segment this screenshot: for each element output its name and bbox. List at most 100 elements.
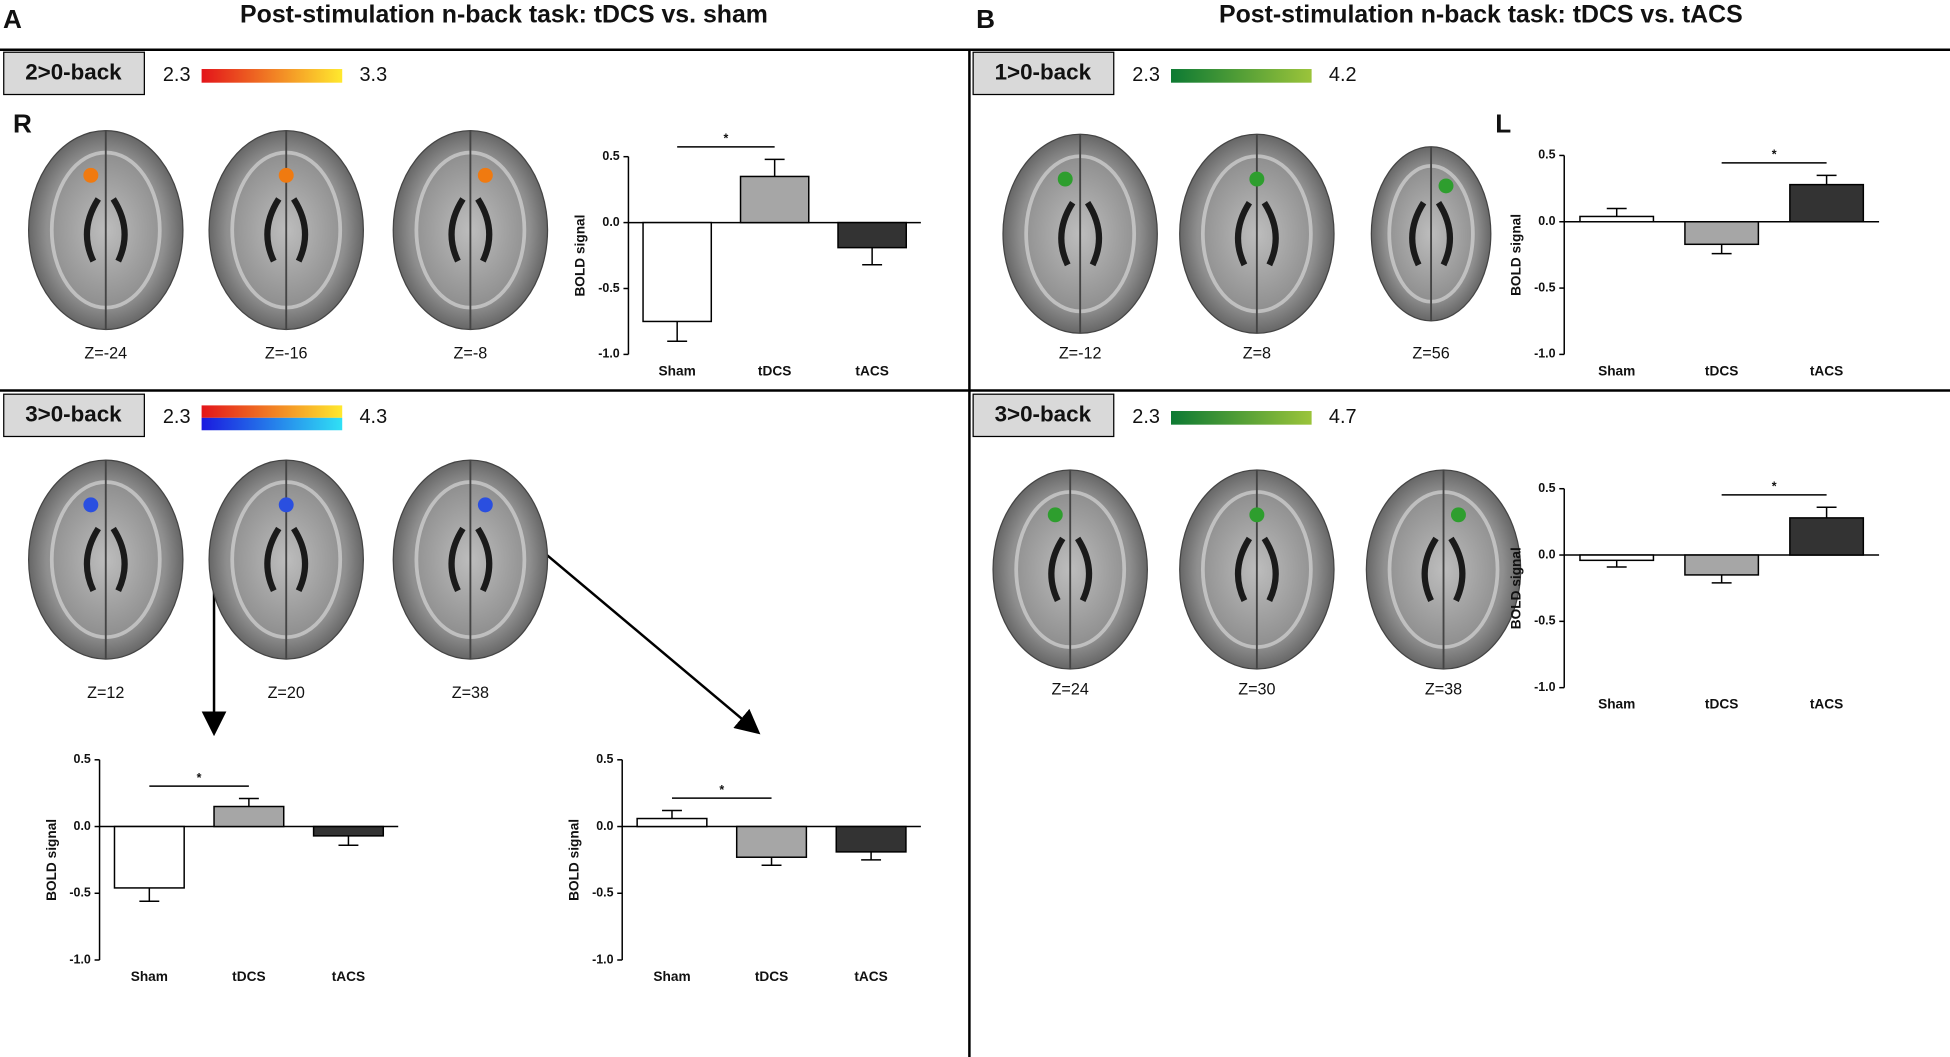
y-tick-label: -0.5 — [69, 886, 91, 900]
panel-title: Post-stimulation n-back task: tDCS vs. s… — [240, 1, 768, 29]
slice-label: Z=38 — [1425, 680, 1462, 698]
y-axis-label: BOLD signal — [44, 819, 59, 901]
ventricle — [264, 197, 309, 263]
y-axis-label: BOLD signal — [1509, 214, 1524, 296]
contrast-box — [972, 51, 1115, 96]
activation — [83, 167, 99, 183]
panel-label: A — [3, 4, 22, 34]
hemisphere-label: L — [1495, 109, 1511, 139]
x-tick-label: tDCS — [232, 969, 265, 984]
y-tick-label: -1.0 — [598, 347, 620, 361]
x-tick-label: tDCS — [758, 363, 791, 378]
y-tick-label: -1.0 — [1534, 347, 1556, 361]
bar — [213, 805, 285, 828]
slice-label: Z=8 — [1243, 345, 1271, 363]
ventricle — [448, 197, 493, 263]
colorbar — [1170, 410, 1312, 425]
contrast-name: 3>0-back — [995, 401, 1092, 426]
activation — [1249, 171, 1265, 187]
slice-label: Z=-8 — [454, 345, 488, 363]
activation — [1450, 507, 1466, 523]
y-tick-label: 0.0 — [74, 819, 91, 833]
contrast-box — [3, 393, 145, 438]
x-tick-label: tACS — [854, 969, 887, 984]
colorbar — [1170, 69, 1312, 83]
y-tick-label: 0.0 — [1538, 547, 1555, 561]
activation — [1438, 178, 1454, 194]
y-tick-label: 0.0 — [596, 819, 613, 833]
y-tick-label: 0.5 — [596, 752, 613, 766]
y-tick-label: -0.5 — [598, 281, 620, 295]
ventricle — [264, 526, 309, 593]
significance-label: * — [719, 783, 724, 797]
slice-label: Z=20 — [268, 684, 305, 702]
x-tick-label: Sham — [1598, 363, 1635, 378]
bar — [837, 221, 907, 249]
slice-label: Z=30 — [1238, 680, 1275, 698]
colorbar-min: 2.3 — [163, 64, 191, 86]
bar — [1789, 517, 1865, 556]
y-tick-label: 0.0 — [602, 215, 619, 229]
x-tick-label: tDCS — [1705, 363, 1738, 378]
ventricle — [1048, 536, 1093, 602]
contrast-name: 3>0-back — [25, 401, 122, 426]
colorbar-max: 4.7 — [1329, 406, 1357, 428]
y-tick-label: 0.5 — [74, 752, 91, 766]
x-tick-label: tACS — [332, 969, 365, 984]
y-tick-label: 0.5 — [1538, 481, 1555, 495]
ventricle — [448, 526, 493, 593]
slice-label: Z=56 — [1412, 345, 1449, 363]
x-tick-label: Sham — [1598, 697, 1635, 712]
bar — [835, 825, 907, 853]
x-tick-label: tACS — [1810, 363, 1843, 378]
ventricle — [1058, 201, 1103, 267]
bar — [1579, 215, 1655, 223]
x-tick-label: Sham — [659, 363, 696, 378]
contrast-name: 2>0-back — [25, 59, 122, 84]
bar — [1684, 221, 1760, 246]
y-axis-label: BOLD signal — [573, 215, 588, 297]
ventricle — [83, 197, 128, 263]
ventricle — [1421, 536, 1466, 602]
ventricle — [1234, 201, 1279, 267]
y-axis-label: BOLD signal — [567, 819, 582, 901]
activation — [477, 167, 493, 183]
bar — [312, 825, 385, 837]
ventricle — [1234, 536, 1279, 602]
slice-label: Z=12 — [87, 684, 124, 702]
x-tick-label: tDCS — [1705, 697, 1738, 712]
contrast-box — [972, 393, 1115, 438]
colorbar — [201, 417, 343, 431]
slice-label: Z=-16 — [265, 345, 308, 363]
y-axis-label: BOLD signal — [1509, 547, 1524, 629]
bar — [1579, 554, 1655, 562]
y-tick-label: -1.0 — [592, 952, 614, 966]
panel-label: B — [976, 4, 995, 34]
slice-label: Z=24 — [1052, 680, 1089, 698]
x-tick-label: Sham — [131, 969, 168, 984]
ventricle — [83, 526, 128, 593]
panel-title: Post-stimulation n-back task: tDCS vs. t… — [1219, 1, 1743, 29]
y-tick-label: 0.0 — [1538, 214, 1555, 228]
slice-label: Z=38 — [452, 684, 489, 702]
significance-label: * — [1772, 480, 1777, 494]
activation — [278, 167, 294, 183]
contrast-box — [3, 51, 145, 96]
activation — [1047, 507, 1063, 523]
y-tick-label: -0.5 — [1534, 280, 1556, 294]
significance-label: * — [723, 132, 728, 146]
slice-label: Z=-12 — [1059, 345, 1102, 363]
colorbar-min: 2.3 — [1132, 406, 1160, 428]
activation — [1057, 171, 1073, 187]
x-tick-label: tDCS — [755, 969, 788, 984]
colorbar-min: 2.3 — [163, 406, 191, 428]
activation — [1249, 507, 1265, 523]
activation — [278, 497, 294, 513]
colorbar-min: 2.3 — [1132, 64, 1160, 86]
bar — [1789, 183, 1865, 223]
colorbar — [201, 69, 343, 83]
contrast-name: 1>0-back — [995, 59, 1092, 84]
colorbar — [201, 405, 343, 418]
